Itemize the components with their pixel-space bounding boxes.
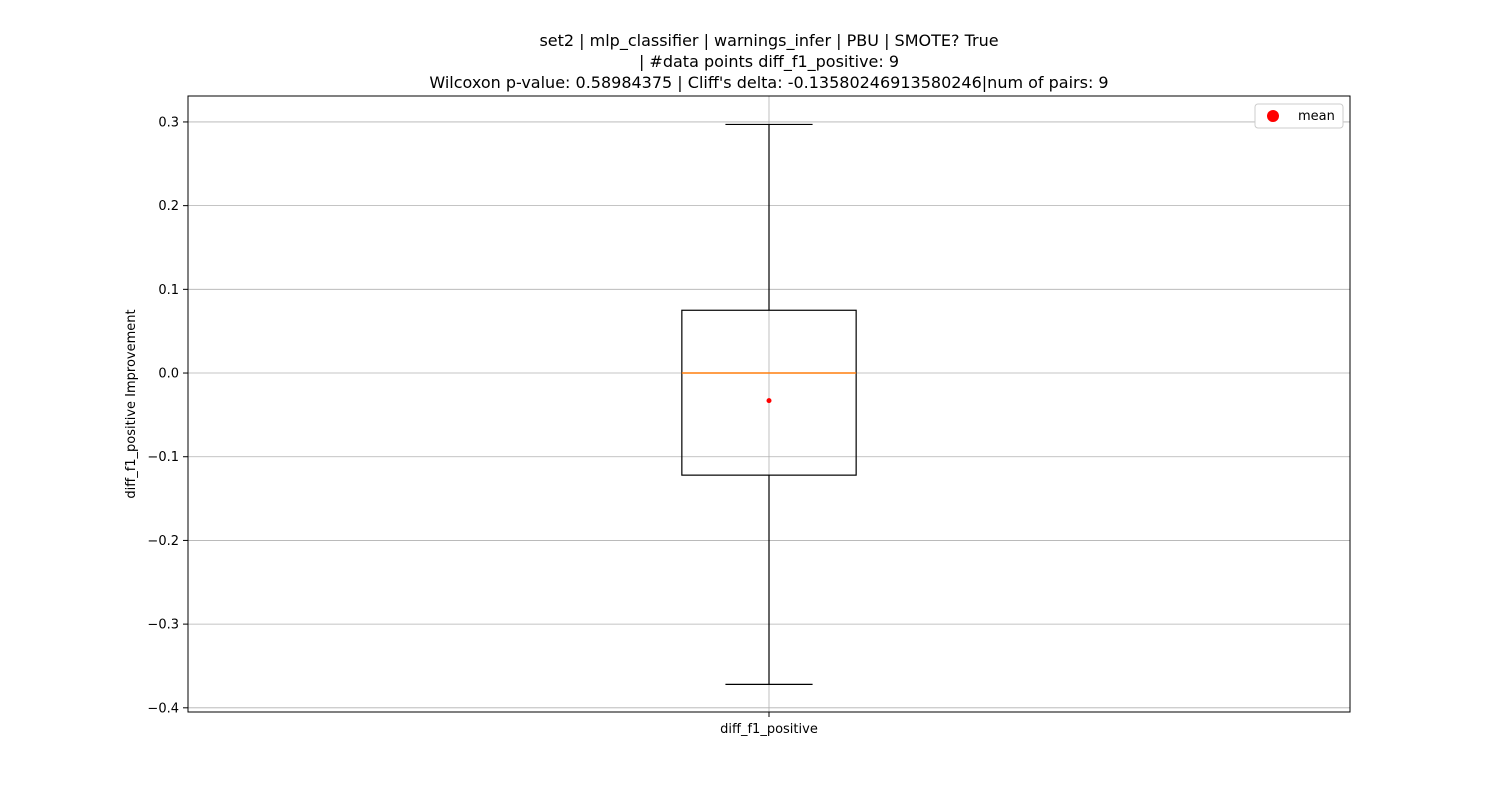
y-tick-label: −0.1	[147, 450, 179, 465]
interquartile-box	[681, 309, 857, 476]
legend-mean-label: mean	[1298, 109, 1335, 124]
chart-title-line-3: Wilcoxon p-value: 0.58984375 | Cliff's d…	[429, 73, 1108, 92]
y-tick-label: 0.3	[158, 115, 179, 130]
legend: mean	[1254, 103, 1344, 129]
y-tick-label: −0.2	[147, 534, 179, 549]
chart-title-line-2: | #data points diff_f1_positive: 9	[639, 52, 899, 72]
legend-mean-marker	[1267, 110, 1279, 122]
y-tick-label: −0.3	[147, 618, 179, 633]
plot-frame	[187, 95, 1351, 713]
mean-point	[766, 398, 772, 404]
y-tick-label: −0.4	[147, 701, 179, 716]
y-tick-label: 0.2	[158, 199, 179, 214]
y-tick-label: 0.1	[158, 283, 179, 298]
y-tick-label: 0.0	[158, 367, 179, 382]
axes: 0.3 0.2 0.1 0.0 −0.1 −0.2 −0.3 −0.4 diff_f1_posi…	[147, 115, 817, 737]
y-axis-label: diff_f1_positive Improvement	[124, 309, 139, 498]
plot-area	[681, 123, 857, 685]
legend-box	[1254, 103, 1344, 129]
chart-title-line-1: set2 | mlp_classifier | warnings_infer |…	[539, 31, 998, 51]
x-tick-label: diff_f1_positive	[720, 722, 818, 737]
